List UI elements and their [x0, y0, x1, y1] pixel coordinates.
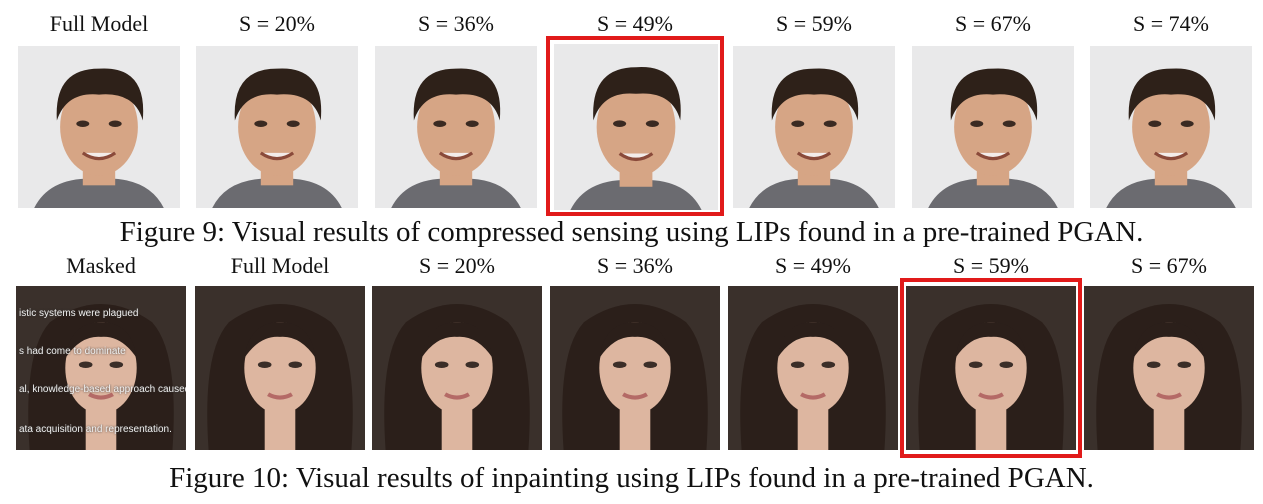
fig9-face-full-model — [18, 46, 180, 208]
fig10-label-full-model: Full Model — [230, 253, 330, 278]
fig10-face-s20 — [372, 286, 542, 450]
fig10-face-masked: istic systems were plagued s had come to… — [16, 286, 186, 450]
fig9-face-s74 — [1090, 46, 1252, 208]
fig9-label-s20: S = 20% — [239, 11, 315, 36]
fig10-caption: Figure 10: Visual results of inpainting … — [169, 462, 1094, 494]
fig10-label-s36: S = 36% — [597, 253, 673, 278]
mask-text-line-4: ata acquisition and representation. — [19, 424, 172, 435]
fig10-face-s59 — [906, 286, 1076, 450]
fig10-face-s36 — [550, 286, 720, 450]
fig9-face-s49 — [554, 44, 718, 210]
fig9-label-s67: S = 67% — [955, 11, 1031, 36]
fig10-face-full-model — [195, 286, 365, 450]
mask-text-line-3: al, knowledge-based approach caused — [19, 384, 186, 395]
fig9-caption: Figure 9: Visual results of compressed s… — [119, 216, 1144, 248]
fig10-face-s67 — [1084, 286, 1254, 450]
fig10-label-s20: S = 20% — [419, 253, 495, 278]
fig9-face-s36 — [375, 46, 537, 208]
fig9-label-s49: S = 49% — [597, 11, 673, 36]
fig9-label-s36: S = 36% — [418, 11, 494, 36]
fig9-face-s20 — [196, 46, 358, 208]
mask-text-line-1: istic systems were plagued — [19, 308, 139, 319]
fig10-label-masked: Masked — [66, 253, 136, 278]
mask-text-line-2: s had come to dominate — [19, 346, 126, 357]
fig10-label-s49: S = 49% — [775, 253, 851, 278]
fig9-face-s67 — [912, 46, 1074, 208]
fig9-label-full-model: Full Model — [49, 11, 149, 36]
fig10-label-s67: S = 67% — [1131, 253, 1207, 278]
fig10-label-s59: S = 59% — [953, 253, 1029, 278]
fig9-label-s74: S = 74% — [1133, 11, 1209, 36]
fig9-face-s59 — [733, 46, 895, 208]
fig9-label-s59: S = 59% — [776, 11, 852, 36]
fig10-face-s49 — [728, 286, 898, 450]
